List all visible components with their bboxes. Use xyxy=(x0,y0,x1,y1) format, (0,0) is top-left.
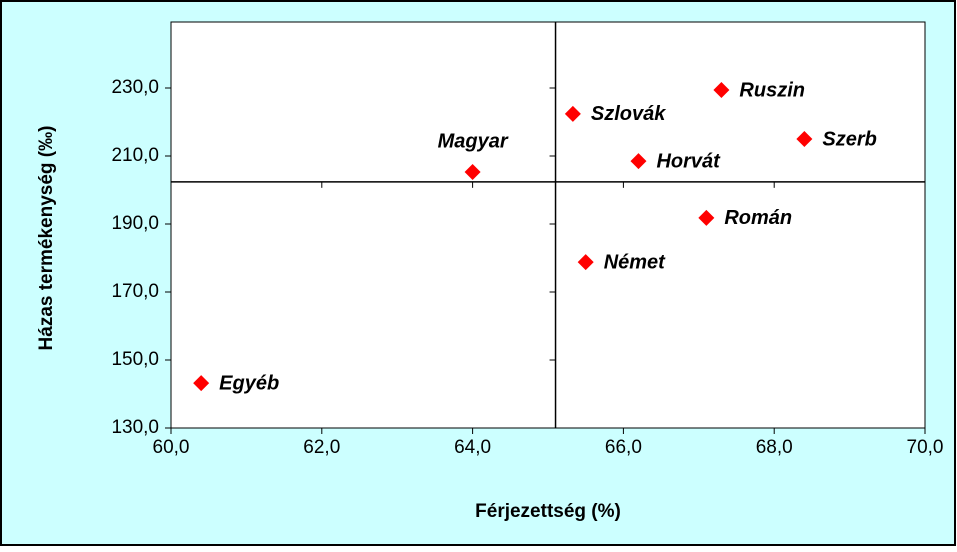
point xyxy=(577,254,594,271)
point-label: Román xyxy=(724,207,792,229)
x-tick-label: 70,0 xyxy=(907,437,944,458)
y-tick-label: 170,0 xyxy=(111,281,159,302)
y-tick-label: 230,0 xyxy=(111,77,159,98)
y-tick-label: 190,0 xyxy=(111,213,159,234)
y-tick-label: 130,0 xyxy=(111,417,159,438)
point-label: Ruszin xyxy=(739,79,805,101)
point xyxy=(630,153,647,170)
x-tick-label: 62,0 xyxy=(303,437,340,458)
x-tick-label: 60,0 xyxy=(153,437,190,458)
point xyxy=(564,105,581,122)
plot-area xyxy=(170,21,926,429)
point-label: Egyéb xyxy=(219,372,279,394)
point-label: Horvát xyxy=(656,150,721,172)
point xyxy=(796,131,813,147)
point-label: Szerb xyxy=(822,128,876,150)
point xyxy=(713,82,730,99)
x-tick-label: 68,0 xyxy=(756,437,793,458)
point xyxy=(698,209,715,226)
y-tick-label: 210,0 xyxy=(111,145,159,166)
x-axis-label: Férjezettség (%) xyxy=(475,501,621,522)
point-label: Szlovák xyxy=(591,103,666,125)
y-axis-label: Házas termékenység (‰) xyxy=(36,126,57,351)
y-tick-label: 150,0 xyxy=(111,349,159,370)
point xyxy=(193,375,210,392)
x-tick-label: 64,0 xyxy=(454,437,491,458)
point-label: Magyar xyxy=(438,130,509,152)
point-label: Német xyxy=(604,251,666,273)
x-tick-label: 66,0 xyxy=(605,437,642,458)
point xyxy=(464,163,481,180)
